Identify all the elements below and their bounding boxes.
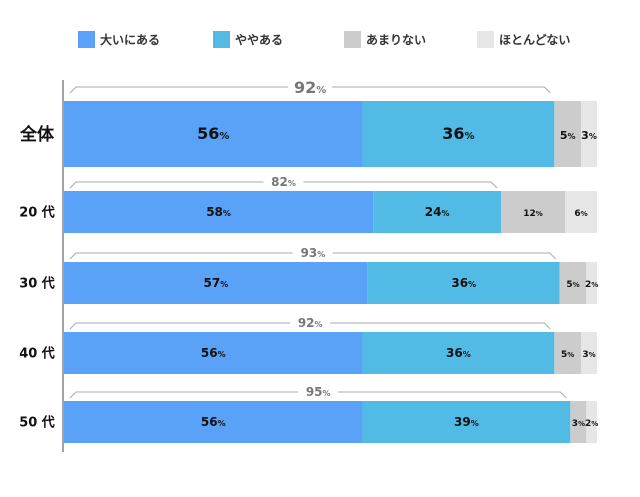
total-bracket-label-3: 92% [298, 316, 323, 330]
bar-segment-0-3 [581, 101, 597, 167]
total-bracket-2 [69, 252, 557, 260]
total-bracket-4 [69, 391, 567, 399]
bar-segment-2-0 [64, 262, 368, 304]
bar-label-1-1: 24% [425, 205, 450, 219]
legend-label-1: ややある [235, 33, 283, 47]
bar-segment-0-2 [554, 101, 582, 167]
bar-segment-3-3 [581, 332, 597, 374]
bar-label-2-2: 5% [566, 280, 579, 290]
legend-swatch-1 [213, 31, 230, 48]
legend-label-2: あまりない [366, 33, 426, 47]
bar-label-3-3: 3% [582, 350, 595, 360]
bar-segment-0-0 [64, 101, 363, 167]
bar-segment-1-3 [565, 191, 597, 233]
bar-label-4-2: 3% [572, 419, 585, 429]
total-bracket-1 [69, 181, 498, 189]
bar-label-0-1: 36% [442, 124, 474, 143]
bar-label-0-0: 56% [197, 124, 229, 143]
bar-segment-2-2 [559, 262, 587, 304]
legend-label-3: ほとんどない [499, 33, 570, 47]
bar-segment-1-0 [64, 191, 374, 233]
bar-segment-1-2 [501, 191, 566, 233]
legend-label-0: 大いにある [100, 32, 160, 47]
bar-segment-2-1 [367, 262, 560, 304]
bar-label-2-0: 57% [204, 276, 229, 290]
total-bracket-label-1: 82% [271, 175, 296, 189]
bar-label-0-2: 5% [560, 129, 576, 142]
bar-label-4-0: 56% [201, 415, 226, 429]
total-bracket-3 [69, 322, 551, 330]
bar-segment-0-1 [362, 101, 555, 167]
bar-segment-4-3 [586, 401, 597, 443]
bar-segment-3-0 [64, 332, 363, 374]
legend-swatch-2 [344, 31, 361, 48]
bar-label-3-0: 56% [201, 346, 226, 360]
bar-label-1-3: 6% [574, 209, 587, 219]
total-bracket-0 [69, 86, 551, 94]
bar-label-3-1: 36% [446, 346, 471, 360]
total-bracket-label-4: 95% [306, 385, 331, 399]
bar-label-3-2: 5% [561, 350, 574, 360]
legend-swatch-0 [78, 31, 95, 48]
bar-label-0-3: 3% [581, 129, 597, 142]
category-label-3: 40 代 [19, 346, 55, 362]
bar-label-2-3: 2% [585, 280, 598, 290]
total-bracket-label-2: 93% [300, 246, 325, 260]
bar-label-4-3: 2% [585, 419, 598, 429]
bar-segment-2-3 [586, 262, 597, 304]
bar-label-4-1: 39% [454, 415, 479, 429]
category-label-4: 50 代 [19, 415, 55, 431]
category-label-2: 30 代 [19, 276, 55, 292]
bar-segment-1-1 [373, 191, 502, 233]
bar-label-2-1: 36% [451, 276, 476, 290]
bar-segment-4-1 [362, 401, 571, 443]
bar-segment-4-2 [570, 401, 587, 443]
bar-segment-3-1 [362, 332, 555, 374]
bar-label-1-2: 12% [523, 209, 543, 219]
bar-segment-3-2 [554, 332, 582, 374]
category-label-0: 全体 [19, 124, 55, 145]
legend-swatch-3 [477, 31, 494, 48]
bar-segment-4-0 [64, 401, 363, 443]
category-label-1: 20 代 [19, 205, 55, 221]
total-bracket-label-0: 92% [294, 78, 326, 97]
bar-label-1-0: 58% [206, 205, 231, 219]
